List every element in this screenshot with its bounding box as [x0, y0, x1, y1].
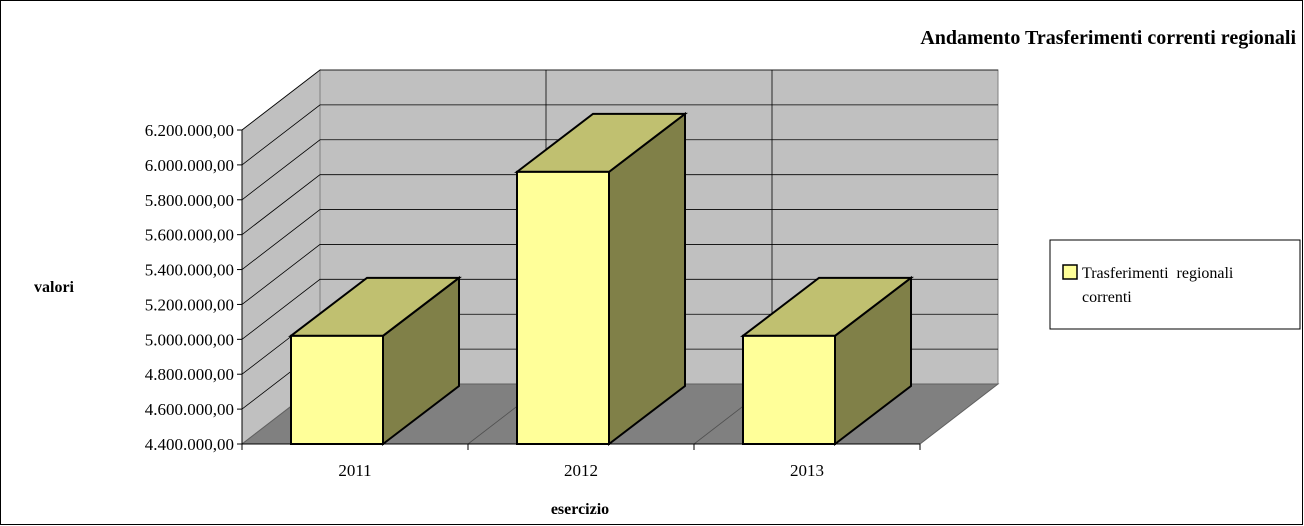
legend-label-line-1: Trasferimenti regionali: [1082, 265, 1234, 282]
x-axis-label: esercizio: [551, 501, 609, 518]
y-tick-label: 4.400.000,00: [145, 435, 234, 454]
y-tick-label: 5.200.000,00: [145, 295, 234, 314]
y-tick-label: 5.800.000,00: [145, 191, 234, 210]
bar-front: [516, 170, 610, 445]
legend-box: [1049, 239, 1301, 330]
y-tick-label: 5.000.000,00: [145, 330, 234, 349]
legend: Trasferimenti regionali correnti: [1049, 239, 1301, 330]
bar: [514, 111, 688, 447]
legend-swatch: [1062, 264, 1078, 280]
y-axis-label: valori: [34, 279, 75, 296]
x-tick-label: 2011: [338, 461, 371, 480]
x-tick-label: 2013: [790, 461, 824, 480]
bar-front: [742, 334, 836, 446]
y-tick-label: 4.600.000,00: [145, 400, 234, 419]
y-tick-label: 5.600.000,00: [145, 226, 234, 245]
y-tick-label: 4.800.000,00: [145, 365, 234, 384]
bar: [288, 275, 462, 447]
bar: [740, 275, 914, 447]
y-tick-label: 6.000.000,00: [145, 156, 234, 175]
y-tick-label: 6.200.000,00: [145, 121, 234, 140]
legend-label-line-2: correnti: [1082, 289, 1132, 306]
bar-front: [290, 334, 384, 446]
chart-title: Andamento Trasferimenti correnti regiona…: [920, 27, 1296, 49]
bars: [288, 111, 914, 447]
y-axis-ticks: 4.400.000,00 4.600.000,00 4.800.000,00 5.00…: [145, 121, 243, 454]
x-tick-label: 2012: [564, 461, 598, 480]
x-axis-ticks: 2011 2012 2013: [241, 443, 921, 480]
y-tick-label: 5.400.000,00: [145, 261, 234, 280]
